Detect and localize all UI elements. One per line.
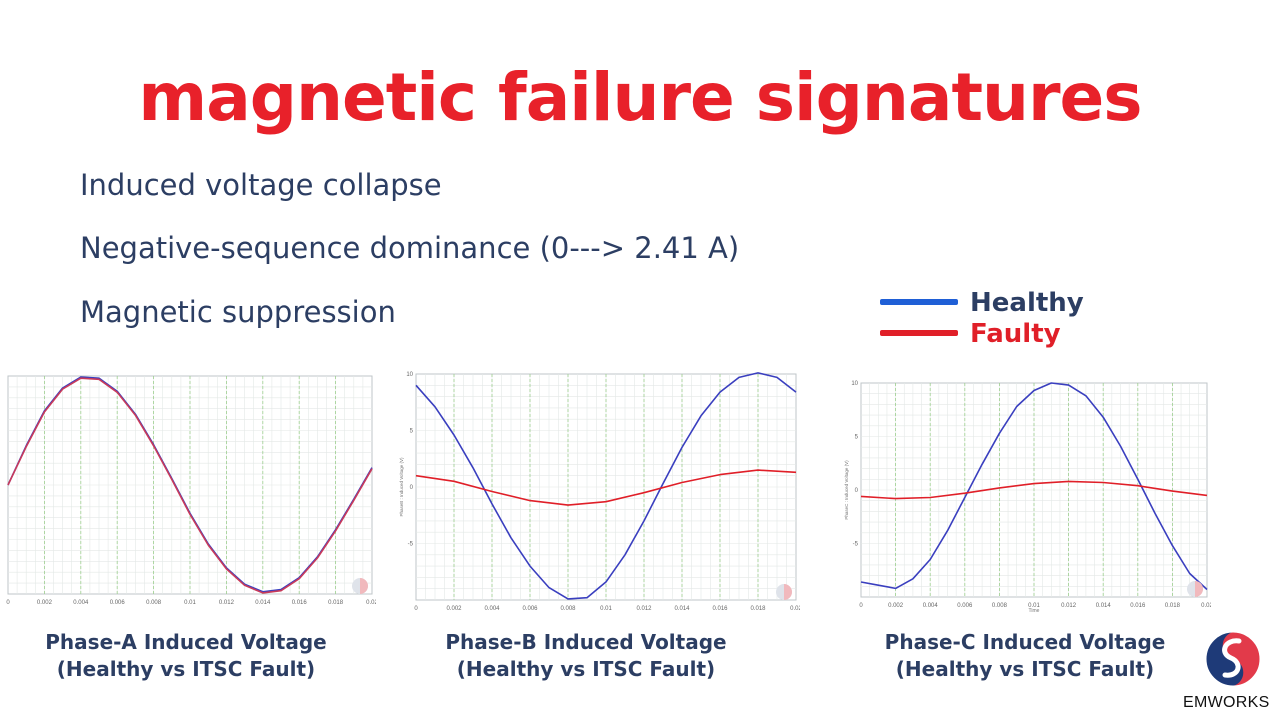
watermark-icon [1195,581,1203,597]
x-tick-label: 0 [6,600,10,606]
bullet-magnetic-suppression: Magnetic suppression [80,295,396,329]
legend: Healthy Faulty [880,288,1120,350]
x-tick-label: 0.004 [73,600,89,606]
legend-label-healthy: Healthy [970,288,1084,318]
x-tick-label: 0.016 [712,606,728,612]
phase-c-caption: Phase-C Induced Voltage (Healthy vs ITSC… [884,630,1166,681]
series-line-healthy [860,382,1208,591]
legend-swatch-faulty [880,330,958,336]
slide-title: magnetic failure signatures [138,59,1142,136]
x-tick-label: 0.018 [328,600,344,606]
x-tick-label: 0 [414,606,418,612]
y-tick-label: 0 [855,488,859,494]
series-line-healthy [415,372,797,600]
phase-b-caption: Phase-B Induced Voltage (Healthy vs ITSC… [445,630,727,681]
series-line-faulty [415,469,797,506]
x-tick-label: 0.006 [522,606,538,612]
x-tick-label: 0.014 [255,600,271,606]
watermark-icon [784,584,792,600]
x-tick-label: 0.014 [674,606,690,612]
bullet-negative-sequence: Negative-sequence dominance (0---> 2.41 … [80,231,740,265]
legend-item-faulty: Faulty [880,319,1120,351]
x-tick-label: 0.016 [1130,603,1146,609]
x-tick-label: 0.02 [1201,603,1211,609]
phase-a-caption: Phase-A Induced Voltage (Healthy vs ITSC… [45,630,327,681]
y-tick-label: 10 [851,381,858,387]
x-tick-label: 0.012 [636,606,652,612]
x-tick-label: 0.018 [1165,603,1181,609]
y-axis-label: PhaseC : Induced Voltage (V) [844,460,849,520]
x-tick-label: 0 [859,603,863,609]
series-line-faulty [860,480,1208,500]
x-tick-label: 0.004 [484,606,500,612]
y-tick-label: 5 [855,435,859,441]
x-tick-label: 0.01 [1028,603,1040,609]
y-tick-label: 10 [406,372,413,378]
x-tick-label: 0.004 [923,603,939,609]
brand-name: EMWORKS [1183,694,1270,711]
emworks-logo-icon [1205,631,1261,687]
x-tick-label: 0.008 [560,606,576,612]
x-tick-label: 0.02 [790,606,800,612]
x-tick-label: 0.02 [366,600,376,606]
bullet-induced-voltage-collapse: Induced voltage collapse [80,168,442,202]
x-tick-label: 0.006 [110,600,126,606]
x-tick-label: 0.002 [37,600,53,606]
y-axis-label: PhaseB : Induced Voltage (V) [399,457,404,517]
x-tick-label: 0.006 [957,603,973,609]
x-tick-label: 0.012 [1061,603,1077,609]
legend-item-healthy: Healthy [880,288,1120,320]
x-tick-label: 0.002 [446,606,462,612]
x-tick-label: 0.012 [219,600,235,606]
y-tick-label: -5 [853,542,859,548]
x-tick-label: 0.018 [750,606,766,612]
x-tick-label: 0.014 [1096,603,1112,609]
chart-svg: 0 0.002 0.004 0.006 0.008 0.01 0.012 0.014 0.016… [399,372,800,612]
x-tick-label: 0.008 [992,603,1008,609]
legend-label-faulty: Faulty [970,319,1061,349]
y-tick-label: 0 [410,485,414,491]
chart-svg: 0 0.002 0.004 0.006 0.008 0.01 0.012 0.014 0.016… [844,381,1211,613]
series-line-faulty [7,377,373,594]
y-tick-label: -5 [408,542,414,548]
phase-c-chart: 0 0.002 0.004 0.006 0.008 0.01 0.012 0.014 0.016… [843,377,1211,613]
x-tick-label: 0.01 [184,600,196,606]
legend-swatch-healthy [880,299,958,305]
watermark-icon [360,578,368,594]
phase-b-chart: 0 0.002 0.004 0.006 0.008 0.01 0.012 0.014 0.016… [398,368,800,616]
x-tick-label: 0.002 [888,603,904,609]
x-axis-label: Time [1029,608,1040,613]
x-tick-label: 0.01 [600,606,612,612]
y-tick-label: 5 [410,429,414,435]
x-tick-label: 0.008 [146,600,162,606]
chart-svg: 0 0.002 0.004 0.006 0.008 0.01 0.012 0.014 0.016… [6,375,376,606]
phase-a-chart: 0 0.002 0.004 0.006 0.008 0.01 0.012 0.014 0.016… [4,370,376,610]
x-tick-label: 0.016 [292,600,308,606]
